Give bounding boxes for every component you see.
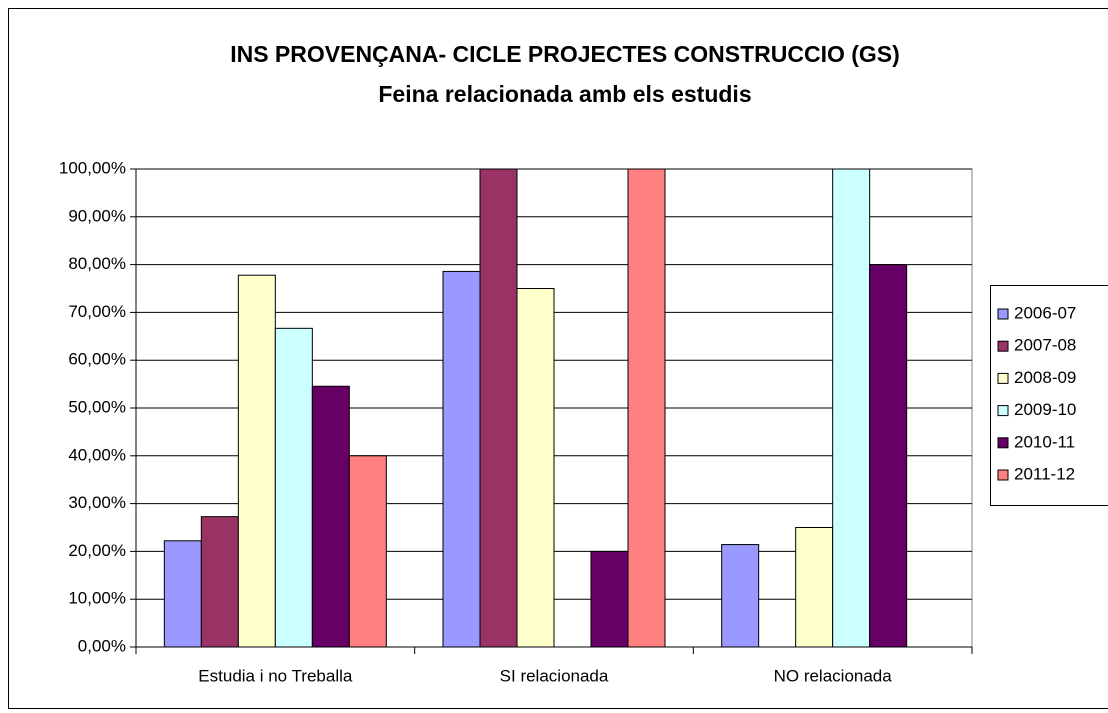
bar <box>442 270 481 648</box>
bar <box>795 527 834 648</box>
y-tick-label: 10,00% <box>68 589 126 608</box>
y-tick-label: 50,00% <box>68 397 126 416</box>
bar <box>311 385 350 648</box>
legend-swatch <box>997 437 1009 449</box>
legend-label: 2010-11 <box>1014 432 1075 451</box>
legend-label: 2007-08 <box>1014 336 1076 355</box>
bar <box>627 168 666 648</box>
bar <box>832 168 871 648</box>
legend-swatch <box>997 469 1009 481</box>
bar <box>163 540 202 648</box>
y-tick-label: 30,00% <box>68 493 126 512</box>
bar <box>479 168 518 648</box>
legend-swatch <box>997 340 1009 352</box>
legend-label: 2011-12 <box>1014 464 1075 483</box>
y-tick-label: 40,00% <box>68 445 126 464</box>
bar <box>869 264 908 648</box>
chart-title: INS PROVENÇANA- CICLE PROJECTES CONSTRUC… <box>230 41 900 67</box>
chart-subtitle: Feina relacionada amb els estudis <box>378 81 751 107</box>
bar <box>274 327 313 648</box>
y-tick-label: 100,00% <box>59 158 126 177</box>
legend-swatch <box>997 405 1009 417</box>
legend-swatch <box>997 372 1009 384</box>
y-tick-label: 20,00% <box>68 541 126 560</box>
y-tick-label: 90,00% <box>68 206 126 225</box>
x-tick-label: Estudia i no Treballa <box>198 666 353 685</box>
bar <box>721 544 760 648</box>
bar <box>590 550 629 648</box>
y-tick-label: 70,00% <box>68 302 126 321</box>
bar <box>348 455 387 648</box>
bar <box>516 288 555 648</box>
x-tick-label: SI relacionada <box>500 666 609 685</box>
x-tick-label: NO relacionada <box>774 666 893 685</box>
legend-swatch <box>997 308 1009 320</box>
legend-box <box>990 285 1108 506</box>
y-tick-label: 0,00% <box>78 636 126 655</box>
bar <box>237 274 276 648</box>
legend-label: 2008-09 <box>1014 368 1076 387</box>
legend-label: 2006-07 <box>1014 303 1076 322</box>
bar <box>200 516 239 648</box>
y-tick-label: 80,00% <box>68 254 126 273</box>
y-tick-label: 60,00% <box>68 350 126 369</box>
legend-label: 2009-10 <box>1014 400 1076 419</box>
